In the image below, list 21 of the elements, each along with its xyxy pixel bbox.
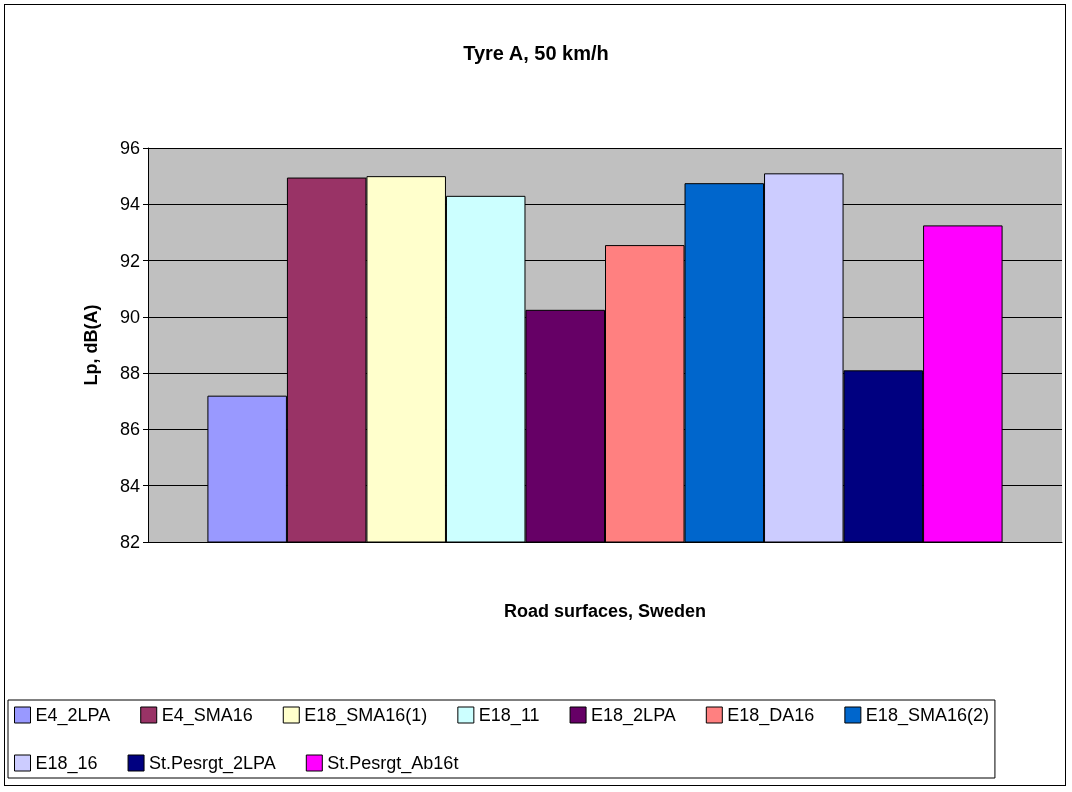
y-tick-label: 96 <box>119 138 140 158</box>
legend-label: E18_2LPA <box>591 705 676 726</box>
legend-label: St.Pesrgt_2LPA <box>149 753 276 774</box>
y-tick-label: 88 <box>119 363 140 384</box>
legend-label: E18_16 <box>35 753 98 774</box>
y-tick-label: 82 <box>119 532 140 552</box>
y-tick-label: 86 <box>119 419 140 440</box>
chart-title: Tyre A, 50 km/h <box>463 42 609 64</box>
legend-label: E18_SMA16(1) <box>304 705 428 726</box>
legend-label: E18_SMA16(2) <box>865 705 989 726</box>
y-tick-label: 94 <box>119 194 140 215</box>
legend-label: E18_DA16 <box>727 705 815 726</box>
legend-label: E4_2LPA <box>35 705 111 726</box>
legend-label: E18_11 <box>478 705 540 726</box>
y-tick-label: 92 <box>119 250 140 271</box>
x-axis-title: Road surfaces, Sweden <box>503 601 707 621</box>
y-axis-title: Lp, dB(A) <box>81 304 101 386</box>
legend-label: E4_SMA16 <box>161 705 253 726</box>
y-tick-label: 84 <box>119 475 140 496</box>
legend-label: St.Pesrgt_Ab16t <box>327 753 459 774</box>
y-tick-label: 90 <box>119 306 140 327</box>
